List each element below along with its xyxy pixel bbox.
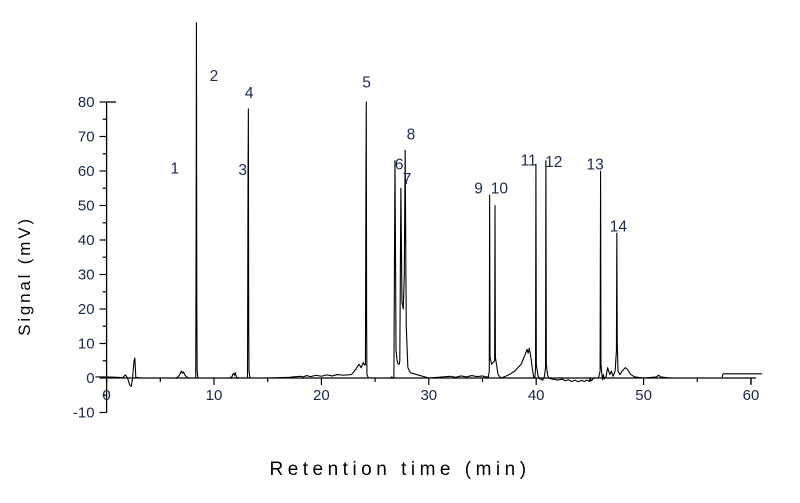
svg-text:13: 13 [587, 157, 604, 174]
svg-text:14: 14 [610, 219, 628, 236]
svg-text:50: 50 [78, 198, 95, 215]
svg-text:0: 0 [86, 370, 94, 387]
svg-text:20: 20 [78, 301, 95, 318]
svg-text:20: 20 [313, 387, 330, 404]
svg-text:40: 40 [528, 387, 545, 404]
svg-text:9: 9 [474, 180, 483, 197]
svg-text:-10: -10 [73, 405, 95, 422]
svg-text:30: 30 [78, 267, 95, 284]
svg-text:1: 1 [171, 161, 180, 178]
svg-text:Retention time (min): Retention time (min) [269, 459, 530, 480]
svg-text:10: 10 [491, 180, 509, 197]
svg-text:10: 10 [206, 387, 223, 404]
svg-text:40: 40 [78, 232, 95, 249]
svg-text:3: 3 [238, 162, 247, 179]
svg-text:70: 70 [78, 129, 95, 146]
svg-text:8: 8 [407, 127, 416, 144]
svg-text:60: 60 [743, 387, 760, 404]
svg-text:80: 80 [78, 94, 95, 111]
svg-text:30: 30 [420, 387, 437, 404]
svg-text:4: 4 [245, 85, 254, 102]
svg-text:10: 10 [78, 336, 95, 353]
svg-text:11: 11 [521, 152, 537, 169]
svg-text:60: 60 [78, 163, 95, 180]
svg-text:2: 2 [210, 68, 219, 85]
svg-text:12: 12 [545, 154, 562, 171]
svg-text:50: 50 [635, 387, 652, 404]
svg-text:0: 0 [102, 387, 110, 404]
svg-text:5: 5 [362, 75, 371, 92]
svg-text:Signal (mV): Signal (mV) [15, 216, 34, 336]
svg-text:7: 7 [403, 171, 412, 188]
